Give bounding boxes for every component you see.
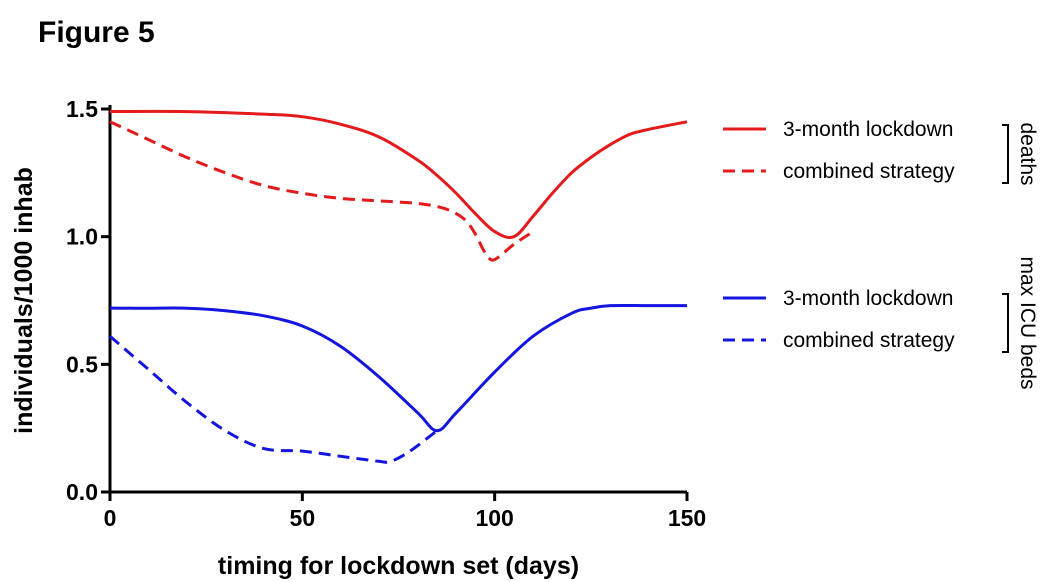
icu-beds-combined-strategy-line [109, 335, 438, 464]
y-tick-label: 0.5 [66, 351, 98, 377]
icu-beds-legend-label: 3-month lockdown [783, 287, 953, 310]
deaths-legend-label: combined strategy [783, 160, 955, 183]
deaths-three-month-lockdown-line [109, 109, 688, 239]
x-tick-label: 100 [475, 505, 513, 531]
y-tick-label: 0.0 [66, 479, 98, 505]
y-tick-label: 1.0 [66, 224, 98, 250]
x-tick-label: 0 [104, 505, 117, 531]
figure-title: Figure 5 [38, 16, 155, 49]
icu-beds-group-label: max ICU beds [1016, 256, 1039, 389]
icu-beds-legend-label: combined strategy [783, 329, 955, 352]
x-tick-label: 150 [668, 505, 706, 531]
plot-area: 0.0 0.5 1.0 1.5 0 50 100 150 timing for lockdown… [10, 96, 706, 580]
icu-beds-bracket [1002, 293, 1009, 353]
y-tick-label: 1.5 [66, 96, 98, 122]
y-axis-title: individuals/1000 inhab [10, 167, 38, 434]
deaths-bracket [1002, 124, 1009, 184]
icu-beds-three-month-lockdown-line [109, 303, 687, 433]
deaths-group-label: deaths [1016, 122, 1039, 185]
deaths-combined-strategy-line [109, 120, 534, 262]
legend: 3-month lockdown combined strategy deaths 3… [723, 118, 1039, 390]
x-tick-label: 50 [290, 505, 316, 531]
x-axis-title: timing for lockdown set (days) [218, 552, 579, 580]
deaths-legend-label: 3-month lockdown [783, 118, 953, 141]
